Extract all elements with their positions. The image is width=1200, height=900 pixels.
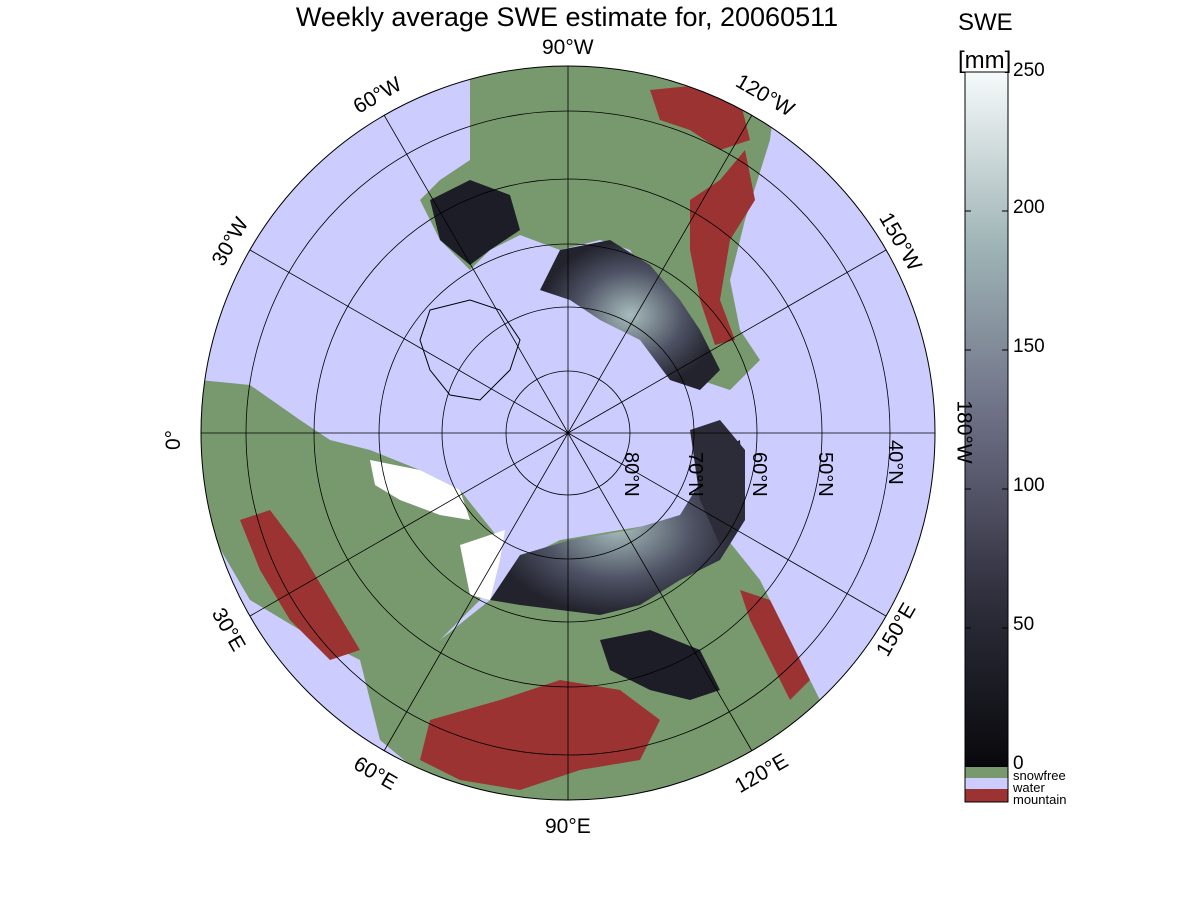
longitude-label: 0° (162, 429, 186, 451)
colorbar-tick: 50 (1013, 614, 1035, 635)
colorbar-tick: 0 (1013, 753, 1024, 774)
himalaya-mountains (420, 680, 660, 790)
colorbar-title-line1: SWE (958, 9, 1013, 36)
legend-label-mountain: mountain (1013, 792, 1067, 807)
colorbar-title: SWE [mm] (958, 4, 1013, 80)
latitude-label: 80°N (620, 452, 642, 497)
siberia-mountains (740, 590, 810, 700)
longitude-label: 90°W (542, 36, 594, 59)
scandinavia-snow (370, 460, 470, 520)
greenland-outline (419, 299, 521, 401)
map-area (201, 66, 935, 800)
figure-title: Weekly average SWE estimate for, 2006051… (295, 2, 839, 32)
east-siberia-snow (690, 420, 745, 545)
latitude-label: 70°N (684, 452, 706, 497)
north-america-land (420, 66, 780, 390)
canada-archipelago-snow (540, 240, 720, 390)
colorbar-title-line2: [mm] (958, 47, 1012, 74)
colorbar-tick: 250 (1013, 60, 1045, 81)
latitude-label: 40°N (884, 440, 906, 485)
longitude-label: 180°W (952, 400, 976, 464)
west-siberia-snowfree-white (460, 530, 505, 600)
colorbar-frame (964, 71, 1009, 803)
tibet-snowpatches (600, 630, 720, 700)
legend-swatch-water (965, 778, 1008, 789)
canada-snow (430, 180, 520, 265)
colorbar-tick: 100 (1013, 475, 1045, 496)
colorbar-gradient (964, 71, 1009, 768)
siberia-snow (490, 440, 745, 615)
legend-swatch-mountain (965, 789, 1008, 802)
latitude-label: 60°N (748, 452, 770, 497)
legend-label-water: water (1013, 780, 1045, 795)
legend-swatch-snowfree (965, 767, 1008, 778)
alaska-mountains (690, 150, 755, 345)
colorbar-tick: 150 (1013, 336, 1045, 357)
legend-label-snowfree: snowfree (1013, 768, 1066, 783)
alps-mountains (240, 510, 360, 660)
longitude-label: 90°E (545, 815, 591, 838)
meridians (201, 66, 935, 800)
colorbar-tick: 200 (1013, 197, 1045, 218)
latitude-label: 50°N (814, 452, 836, 497)
